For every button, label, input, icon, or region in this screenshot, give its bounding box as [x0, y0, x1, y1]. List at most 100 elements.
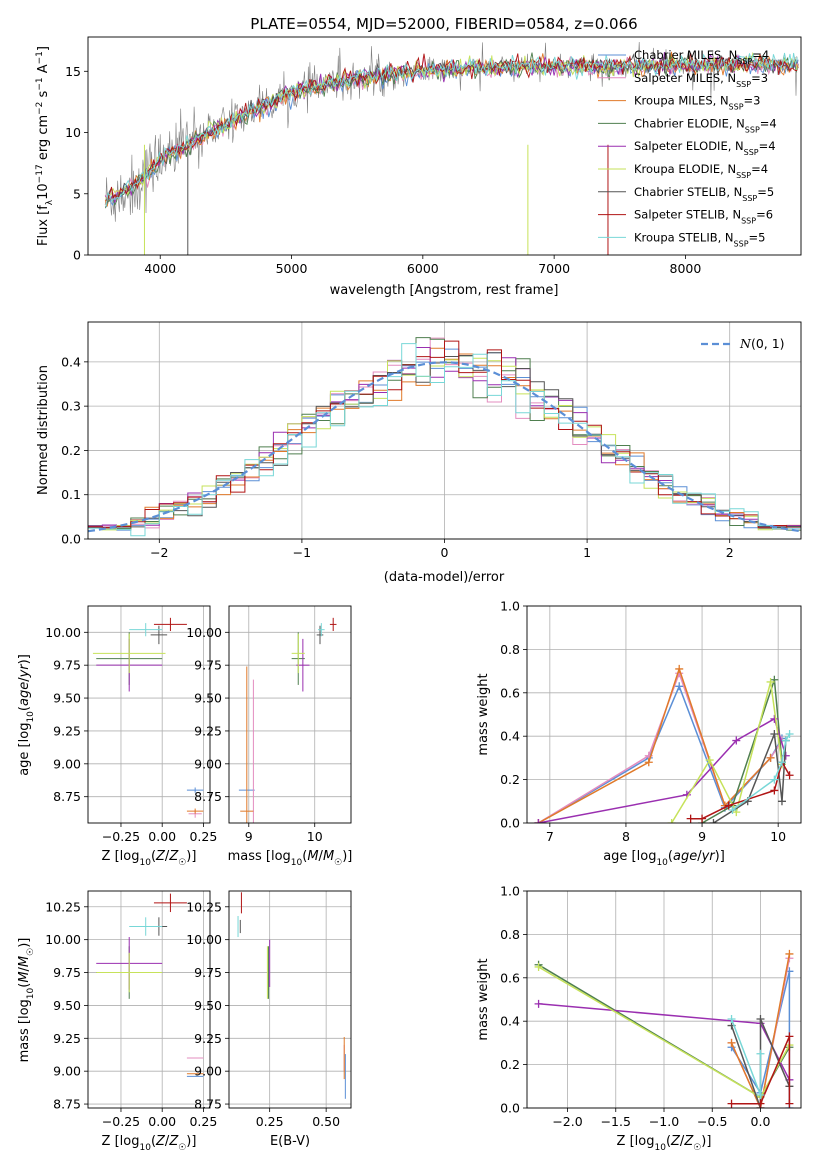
axes-frame	[228, 890, 352, 1109]
x-tick-label: −1.0	[649, 1114, 679, 1129]
gaussian-curve	[88, 361, 801, 533]
x-axis-label: mass [log10(M/M☉)]	[228, 849, 353, 868]
y-tick-label: 0.1	[61, 487, 81, 502]
y-tick-label: 9.75	[194, 965, 222, 980]
legend-label: Chabrier STELIB, NSSP=5	[634, 185, 774, 203]
y-tick-label: 10.25	[45, 899, 81, 914]
plot-area	[92, 617, 204, 818]
legend-label: Chabrier ELODIE, NSSP=4	[634, 116, 777, 133]
x-tick-label: −2.0	[552, 1114, 582, 1129]
x-axis-label: E(B-V)	[270, 1134, 310, 1149]
weight-marker-salpeter_stelib	[785, 771, 794, 780]
axes-frame	[87, 605, 211, 824]
y-tick-label: 0.2	[500, 1057, 520, 1072]
y-tick-label: 0.6	[500, 970, 520, 985]
axes-frame	[87, 890, 211, 1109]
weight-line-salpeter_elodie	[538, 717, 787, 823]
weight-marker-salpeter_elodie	[534, 819, 543, 823]
x-tick-label: 9	[245, 829, 253, 844]
x-tick-label: 10	[307, 829, 323, 844]
weight-marker-kroupa_elodie	[705, 756, 714, 765]
x-tick-label: 10	[770, 829, 786, 844]
y-tick-label: 9.00	[194, 756, 222, 771]
weight-line-kroupa_miles	[730, 953, 791, 1108]
x-tick-label: 0.0	[751, 1114, 771, 1129]
y-tick-label: 9.75	[53, 658, 81, 673]
weight-line-kroupa_elodie	[670, 681, 783, 823]
y-tick-label: 9.75	[53, 965, 81, 980]
weight-marker-kroupa_elodie	[766, 677, 775, 686]
x-tick-label: 0.50	[312, 1114, 340, 1129]
y-tick-label: 8.75	[194, 1097, 222, 1112]
axes-frame	[526, 890, 802, 1109]
axes-frame	[526, 605, 802, 824]
panel-mass_weight_vs_Z: −2.0 −1.5 −1.0 −0.5 0.0 0.0 0.2 0.4 0.6 0.8 1.0 Z […	[476, 884, 802, 1153]
y-axis-label: Flux [fλ10−17 erg cm−2 s−1 A−1]	[35, 46, 55, 246]
y-tick-label: 8.75	[194, 789, 222, 804]
y-tick-label: 5	[73, 186, 81, 201]
y-tick-label: 9.50	[194, 998, 222, 1013]
weight-marker-kroupa_stelib	[770, 775, 779, 784]
axes-frame	[228, 605, 352, 824]
plot-area	[96, 893, 204, 1077]
x-tick-label: −0.5	[697, 1114, 727, 1129]
y-tick-label: 9.00	[53, 756, 81, 771]
axes-frame	[87, 321, 802, 540]
y-tick-label: 0.3	[61, 399, 81, 414]
weight-marker-kroupa_stelib	[756, 1090, 765, 1099]
panel-mass_vs_Z: −0.25 0.00 0.25 8.75 9.00 9.25 9.50 9.75 10.00 10…	[17, 890, 217, 1153]
legend-label: Salpeter MILES, NSSP=3	[634, 71, 768, 89]
legend-label: Kroupa MILES, NSSP=3	[634, 94, 760, 112]
weight-marker-salpeter_stelib	[756, 1099, 765, 1108]
weight-marker-kroupa_stelib	[785, 730, 794, 739]
y-axis-label: age [log10(age/yr)]	[17, 654, 36, 776]
y-tick-label: 0	[73, 248, 81, 263]
y-tick-label: 9.50	[53, 998, 81, 1013]
figure-title: PLATE=0554, MJD=52000, FIBERID=0584, z=0…	[250, 15, 637, 33]
y-tick-label: 10.00	[45, 625, 81, 640]
x-tick-label: −2	[150, 545, 168, 560]
y-tick-label: 0.4	[500, 729, 520, 744]
weight-marker-chabrier_stelib	[777, 797, 786, 806]
weight-marker-kroupa_elodie	[534, 962, 543, 971]
y-tick-label: 0.6	[500, 685, 520, 700]
weight-marker-salpeter_stelib	[785, 1032, 794, 1041]
y-tick-label: 9.50	[53, 691, 81, 706]
panel-spectrum: 4000 5000 6000 7000 8000 0 5 10 15 Chabrier MILES…	[35, 36, 802, 298]
legend-label: Salpeter ELODIE, NSSP=4	[634, 139, 776, 157]
x-axis-label: Z [log10(Z/Z☉)]	[102, 849, 197, 868]
weight-marker-kroupa_miles	[785, 949, 794, 958]
weight-marker-salpeter_stelib	[770, 786, 779, 795]
y-tick-label: 9.00	[53, 1064, 81, 1079]
x-tick-label: 5000	[276, 261, 308, 276]
panel-age_vs_Z: −0.25 0.00 0.25 8.75 9.00 9.25 9.50 9.75 10.00 Z …	[17, 605, 217, 868]
legend-label: Kroupa STELIB, NSSP=5	[634, 230, 765, 248]
weight-marker-chabrier_stelib	[770, 730, 779, 739]
weight-marker-kroupa_stelib	[727, 1015, 736, 1024]
y-tick-label: 0.2	[61, 443, 81, 458]
weight-marker-kroupa_stelib	[781, 736, 790, 745]
weight-marker-kroupa_miles	[675, 664, 684, 673]
y-tick-label: 0.8	[500, 927, 520, 942]
y-tick-label: 0.0	[500, 816, 520, 831]
weight-marker-kroupa_stelib	[728, 805, 737, 814]
x-tick-label: 0.00	[148, 829, 176, 844]
x-tick-label: 0.25	[189, 829, 217, 844]
x-axis-label: Z [log10(Z/Z☉)]	[617, 1134, 712, 1153]
weight-marker-kroupa_miles	[766, 753, 775, 762]
model-spectrum-kroupa_stelib	[105, 52, 798, 207]
x-tick-label: −1	[293, 545, 311, 560]
y-tick-label: 9.25	[194, 1031, 222, 1046]
x-axis-label: (data-model)/error	[384, 570, 505, 585]
weight-marker-salpeter_stelib	[727, 1099, 736, 1108]
x-tick-label: 6000	[407, 261, 439, 276]
plot-area	[88, 337, 801, 537]
weight-marker-salpeter_stelib	[785, 1099, 794, 1108]
y-tick-label: 1.0	[500, 884, 520, 899]
y-tick-label: 9.50	[194, 691, 222, 706]
y-axis-label: Normed distribution	[36, 365, 51, 495]
y-tick-label: 10.25	[186, 899, 222, 914]
weight-marker-kroupa_miles	[644, 758, 653, 767]
x-tick-label: 1	[583, 545, 591, 560]
